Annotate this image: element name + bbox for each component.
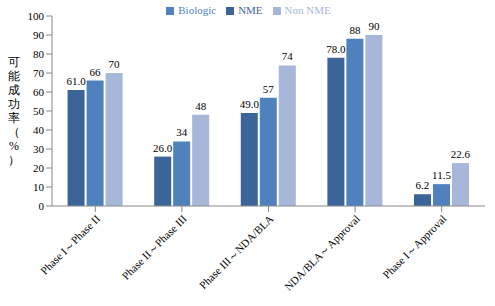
svg-text:74: 74	[282, 50, 294, 62]
svg-text:率: 率	[8, 111, 20, 125]
svg-text:70: 70	[33, 67, 45, 79]
svg-text:（: （	[8, 125, 20, 139]
svg-text:57: 57	[263, 83, 275, 95]
svg-text:22.6: 22.6	[451, 148, 471, 160]
svg-text:10: 10	[33, 181, 45, 193]
svg-text:30: 30	[33, 143, 45, 155]
svg-text:Phase I～Approval: Phase I～Approval	[380, 212, 448, 280]
svg-text:可: 可	[8, 55, 20, 69]
svg-text:）: ）	[8, 153, 20, 167]
svg-text:80: 80	[33, 48, 45, 60]
svg-text:%: %	[9, 139, 19, 153]
svg-text:6.2: 6.2	[416, 179, 430, 191]
svg-text:成: 成	[8, 83, 20, 97]
svg-text:34: 34	[176, 126, 188, 138]
svg-text:61.0: 61.0	[66, 75, 86, 87]
svg-text:20: 20	[33, 162, 45, 174]
svg-text:Phase II～Phase III: Phase II～Phase III	[119, 212, 189, 282]
html-text:Biologic: Biologic	[178, 4, 217, 16]
svg-text:功: 功	[8, 97, 20, 111]
svg-text:90: 90	[368, 20, 380, 32]
svg-text:能: 能	[8, 69, 20, 83]
svg-text:60: 60	[33, 86, 45, 98]
html-text:NME: NME	[238, 4, 263, 16]
svg-text:40: 40	[33, 124, 45, 136]
svg-text:90: 90	[33, 29, 45, 41]
svg-text:0: 0	[39, 200, 45, 212]
svg-text:78.0: 78.0	[326, 43, 346, 55]
svg-text:Phase III～NDA/BLA: Phase III～NDA/BLA	[197, 212, 276, 291]
svg-text:NDA/BLA～Approval: NDA/BLA～Approval	[282, 212, 362, 292]
svg-text:88: 88	[349, 24, 361, 36]
html-text:Non NME: Non NME	[284, 4, 331, 16]
svg-text:49.0: 49.0	[240, 98, 260, 110]
svg-text:66: 66	[90, 66, 102, 78]
svg-text:100: 100	[28, 10, 45, 22]
svg-text:50: 50	[33, 105, 45, 117]
svg-text:Phase I～Phase II: Phase I～Phase II	[38, 212, 102, 276]
svg-text:11.5: 11.5	[432, 169, 451, 181]
svg-text:70: 70	[109, 58, 121, 70]
svg-text:48: 48	[195, 100, 207, 112]
svg-text:26.0: 26.0	[153, 142, 173, 154]
